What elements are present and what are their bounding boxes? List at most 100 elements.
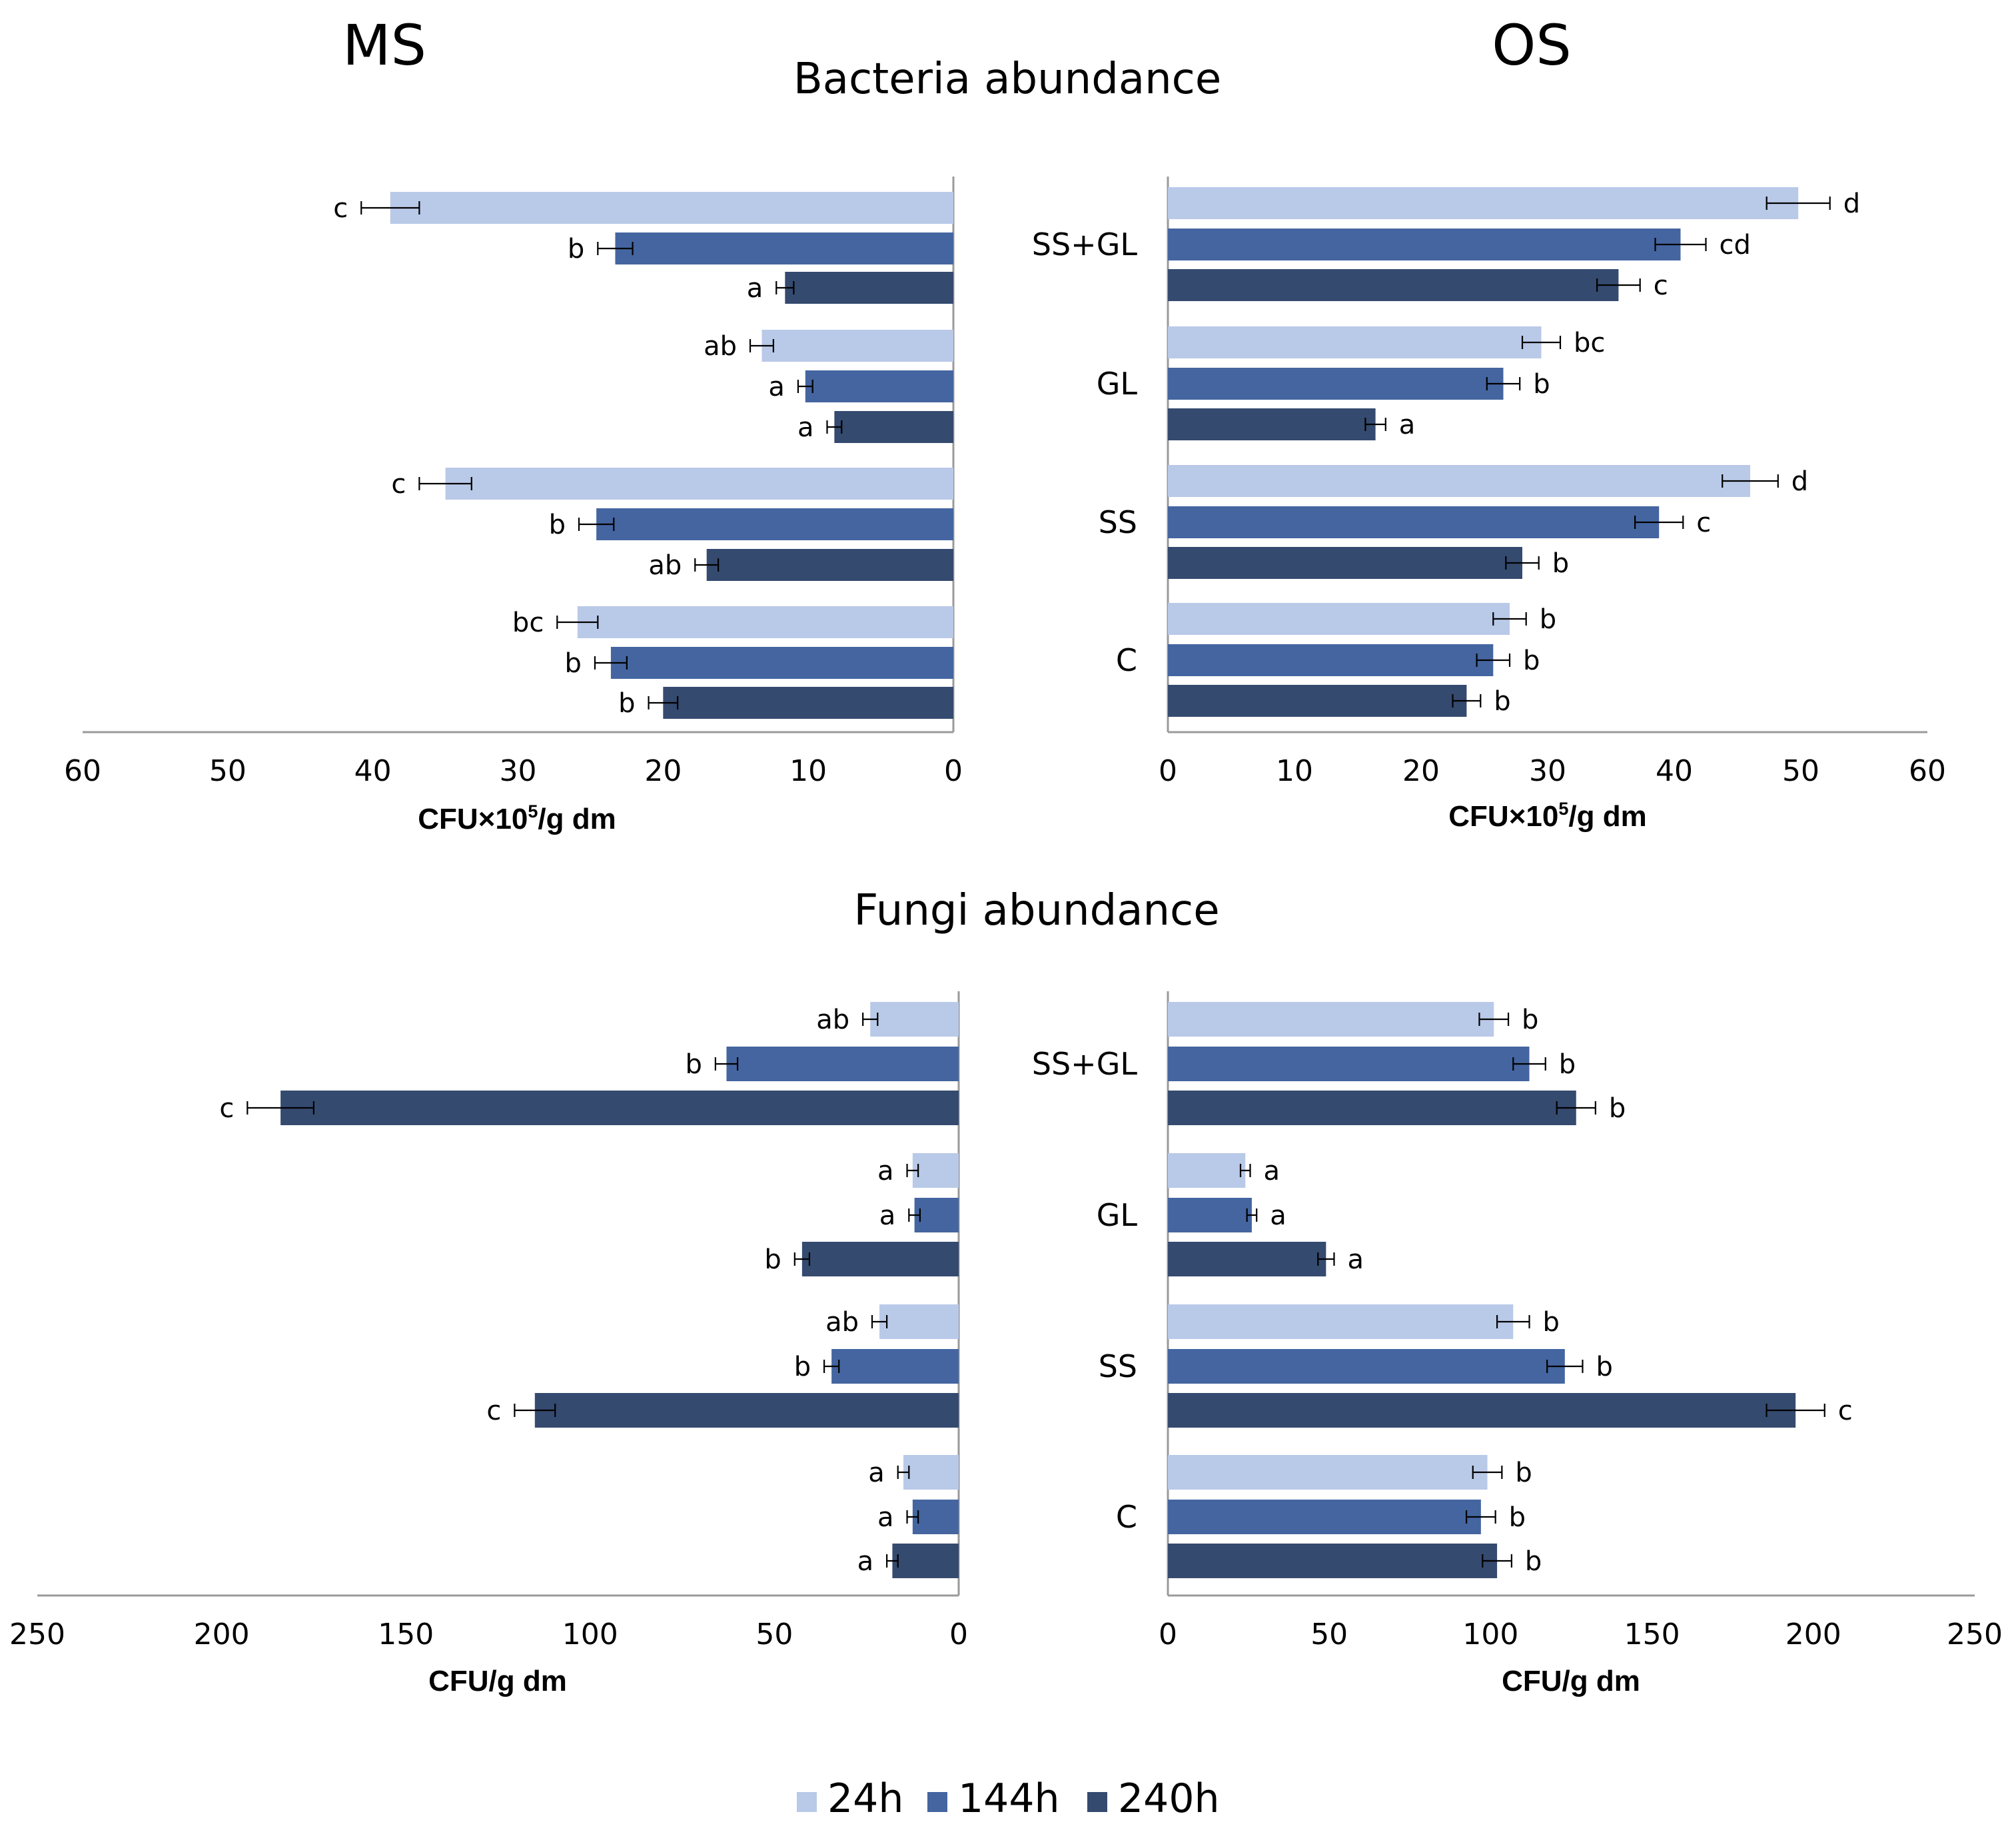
- fungi-os-error-bar: [1478, 1013, 1510, 1026]
- fungi-os-tick-label: 100: [1462, 1617, 1518, 1651]
- bacteria-os-tick-label: 40: [1656, 754, 1693, 788]
- bacteria-ms-bar-144h: [805, 370, 953, 402]
- bacteria-os-error-bar: [1452, 694, 1482, 707]
- fungi-os-error-bar: [1472, 1466, 1503, 1479]
- fungi-ms-error-bar: [871, 1315, 888, 1328]
- fungi-ms-tick-label: 100: [562, 1617, 618, 1651]
- fungi-ms-tick-label: 50: [756, 1617, 793, 1651]
- bacteria-os-error-bar: [1634, 516, 1684, 529]
- bacteria-ms-significance-letter: b: [568, 234, 584, 264]
- bacteria-os-significance-letter: b: [1533, 369, 1550, 400]
- bacteria-os-bar-240h: [1168, 685, 1467, 717]
- bacteria-os-significance-letter: b: [1552, 548, 1569, 579]
- fungi-ms-tick-label: 150: [378, 1617, 434, 1651]
- fungi-ms-error-bar: [714, 1057, 739, 1071]
- bacteria-ms-bar-240h: [663, 687, 953, 719]
- fungi-os-error-bar: [1496, 1315, 1530, 1328]
- fungi-os-tick-label: 150: [1624, 1617, 1680, 1651]
- bacteria-ms-significance-letter: a: [747, 273, 763, 304]
- bacteria-ms-significance-letter: ab: [704, 331, 737, 362]
- bacteria-ms-error-bar: [648, 696, 679, 709]
- fungi-os-error-bar: [1546, 1360, 1584, 1373]
- bacteria-ms-error-bar: [826, 420, 843, 434]
- fungi-ms-significance-letter: b: [764, 1244, 781, 1275]
- fungi-os-error-bar: [1246, 1208, 1258, 1222]
- fungi-os-significance-letter: b: [1522, 1005, 1538, 1035]
- fungi-ms-bar-144h: [914, 1198, 959, 1232]
- bacteria-ms-error-bar: [775, 281, 795, 294]
- legend-label-24h: 24h: [827, 1775, 903, 1822]
- fungi-ms-significance-letter: a: [879, 1200, 896, 1231]
- fungi-ms-tick-label: 250: [9, 1617, 65, 1651]
- bacteria-os-tick-label: 10: [1276, 754, 1313, 788]
- bacteria-os-bar-24h: [1168, 465, 1750, 497]
- legend-swatch-24h: [797, 1792, 817, 1812]
- legend-label-240h: 240h: [1118, 1775, 1220, 1822]
- fungi-ms-error-bar: [908, 1208, 921, 1222]
- bacteria-os-category-label: SS+GL: [1032, 227, 1138, 262]
- bacteria-os-tick-label: 0: [1159, 754, 1177, 788]
- bacteria-os-error-bar: [1364, 418, 1386, 431]
- bacteria-ms-significance-letter: a: [797, 412, 814, 443]
- fungi-ms-bar-144h: [726, 1047, 959, 1081]
- fungi-os-significance-letter: b: [1543, 1307, 1560, 1338]
- fungi-os-significance-letter: b: [1609, 1093, 1626, 1124]
- bacteria-os-tick-label: 60: [1909, 754, 1946, 788]
- fungi-title: Fungi abundance: [853, 886, 1219, 935]
- bacteria-ms-tick-label: 0: [944, 754, 963, 788]
- bacteria-os-significance-letter: d: [1791, 466, 1808, 497]
- bacteria-os-significance-letter: cd: [1720, 230, 1751, 260]
- bacteria-os-category-label: C: [1116, 642, 1137, 678]
- bacteria-os-error-bar: [1765, 197, 1831, 210]
- bacteria-ms-error-bar: [360, 201, 420, 215]
- legend-swatch-144h: [927, 1792, 947, 1812]
- fungi-os-error-bar: [1465, 1510, 1496, 1524]
- bacteria-os-bar-144h: [1168, 229, 1681, 260]
- fungi-os-category-label: SS: [1099, 1348, 1137, 1384]
- fungi-ms-bar-240h: [280, 1091, 959, 1125]
- bacteria-os-error-bar: [1521, 336, 1562, 349]
- fungi-os-bar-144h: [1168, 1349, 1565, 1384]
- fungi-os-significance-letter: a: [1264, 1156, 1280, 1186]
- fungi-ms-bar-240h: [801, 1242, 959, 1276]
- fungi-os-tick-label: 200: [1785, 1617, 1841, 1651]
- bacteria-os-error-bar: [1654, 238, 1707, 251]
- fungi-ms-tick-label: 0: [949, 1617, 968, 1651]
- legend-swatch-240h: [1087, 1792, 1107, 1812]
- fungi-ms-significance-letter: a: [868, 1458, 885, 1488]
- bacteria-os-significance-letter: bc: [1574, 328, 1605, 358]
- bacteria-os-tick-label: 50: [1782, 754, 1819, 788]
- fungi-os-significance-letter: b: [1559, 1049, 1576, 1080]
- bacteria-ms-significance-letter: ab: [648, 550, 682, 581]
- bacteria-os-significance-letter: c: [1654, 270, 1668, 301]
- bacteria-os-error-bar: [1722, 474, 1779, 488]
- fungi-os-significance-letter: a: [1347, 1244, 1364, 1275]
- bacteria-os-tick-label: 20: [1402, 754, 1440, 788]
- panel-title-ms: MS: [342, 13, 426, 78]
- fungi-ms-significance-letter: a: [877, 1502, 894, 1533]
- bacteria-ms-bar-144h: [610, 647, 953, 679]
- bacteria-os-error-bar: [1486, 377, 1521, 390]
- bacteria-ms-error-bar: [578, 518, 615, 531]
- bacteria-ms-error-bar: [694, 558, 720, 572]
- bacteria-os-bar-144h: [1168, 368, 1504, 400]
- fungi-os-category-label: SS+GL: [1032, 1046, 1138, 1082]
- bacteria-ms-significance-letter: c: [333, 193, 348, 224]
- bacteria-os-bar-24h: [1168, 603, 1510, 635]
- fungi-os-error-bar: [1317, 1252, 1335, 1266]
- fungi-ms-significance-letter: ab: [825, 1307, 859, 1338]
- fungi-os-category-label: C: [1116, 1499, 1137, 1535]
- bacteria-os-error-bar: [1596, 278, 1641, 292]
- bacteria-ms-significance-letter: c: [391, 469, 406, 500]
- bacteria-ms-error-bar: [594, 656, 628, 670]
- bacteria-ms-error-bar: [418, 477, 472, 490]
- bacteria-ms-error-bar: [597, 242, 634, 255]
- fungi-ms-significance-letter: c: [486, 1396, 501, 1426]
- fungi-os-bar-240h: [1168, 1242, 1326, 1276]
- fungi-os-significance-letter: b: [1509, 1502, 1526, 1533]
- fungi-ms-bar-240h: [892, 1544, 959, 1578]
- bacteria-ms-bar-144h: [615, 232, 953, 264]
- bacteria-os-axis-label: CFU×105/g dm: [1448, 799, 1646, 833]
